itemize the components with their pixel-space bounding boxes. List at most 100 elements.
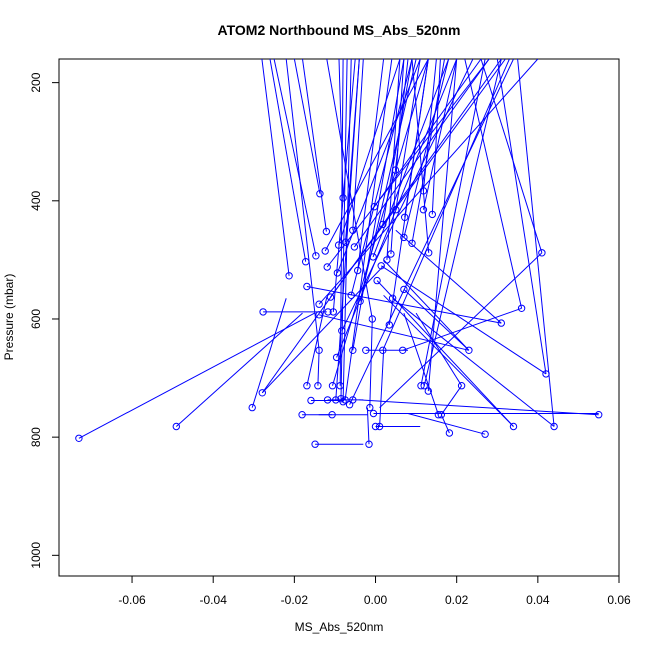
data-segment — [269, 59, 307, 262]
data-point — [298, 411, 306, 419]
plot-frame — [58, 58, 620, 577]
x-axis: -0.06 -0.04 -0.02 0.00 0.02 0.04 0.06 — [118, 575, 631, 607]
data-point — [354, 266, 362, 275]
data-point — [379, 346, 387, 354]
x-tick-label: 0.04 — [526, 593, 550, 607]
data-segment — [431, 59, 441, 215]
data-point — [349, 226, 357, 235]
data-segment — [359, 59, 417, 302]
chart-title: ATOM2 Northbound MS_Abs_520nm — [218, 22, 461, 38]
data-point — [338, 327, 346, 335]
data-point — [326, 293, 335, 301]
data-segment — [422, 59, 437, 191]
data-point — [417, 382, 425, 390]
data-point — [315, 311, 323, 319]
data-segment — [411, 59, 430, 253]
data-point — [375, 422, 384, 431]
data-point — [371, 422, 380, 431]
data-segment — [379, 252, 543, 408]
data-segment — [369, 318, 373, 408]
data-point — [424, 387, 432, 395]
data-points — [75, 166, 603, 448]
data-segment — [285, 59, 320, 351]
data-point — [497, 319, 505, 327]
data-point — [349, 346, 357, 354]
data-point — [341, 396, 349, 404]
data-point — [315, 300, 323, 308]
data-point — [419, 206, 428, 214]
data-segment — [423, 59, 502, 386]
data-point — [312, 252, 320, 260]
data-segment — [420, 59, 486, 386]
data-segment — [251, 298, 287, 408]
y-axis-label: Pressure (mbar) — [2, 274, 16, 361]
y-tick-label: 200 — [29, 72, 43, 92]
data-segment — [403, 289, 470, 351]
data-segment — [407, 413, 486, 435]
data-segment — [261, 59, 502, 394]
data-point — [385, 321, 393, 329]
data-segment — [345, 59, 360, 243]
data-segment — [338, 59, 344, 198]
data-point — [388, 294, 397, 302]
data-segment — [379, 350, 385, 427]
data-segment — [350, 59, 413, 296]
data-point — [248, 403, 256, 412]
data-segment — [376, 280, 514, 427]
data-point — [368, 315, 376, 323]
data-point — [369, 253, 377, 261]
data-point — [420, 382, 428, 390]
data-point — [321, 247, 329, 255]
data-point — [392, 206, 400, 214]
data-point — [328, 382, 337, 390]
data-segment — [359, 399, 599, 416]
data-point — [315, 346, 323, 354]
data-segment — [352, 59, 364, 231]
data-point — [324, 308, 332, 316]
data-segment — [380, 265, 547, 375]
data-point — [356, 297, 364, 305]
data-point — [428, 210, 436, 219]
data-point — [172, 422, 181, 431]
x-tick-label: 0.02 — [445, 593, 469, 607]
data-point — [316, 190, 324, 198]
data-point — [370, 203, 378, 211]
data-point — [538, 249, 546, 257]
y-tick-label: 600 — [29, 309, 43, 329]
data-segments — [78, 59, 599, 445]
data-point — [334, 241, 343, 249]
data-point — [339, 194, 347, 202]
y-axis: 200 400 600 800 1000 — [29, 72, 60, 569]
data-segment — [302, 59, 327, 232]
data-point — [377, 262, 385, 270]
data-segment — [326, 59, 373, 320]
data-segment — [317, 350, 320, 386]
data-point — [399, 346, 407, 354]
data-point — [419, 187, 428, 195]
data-point — [333, 269, 342, 277]
data-point — [465, 346, 473, 354]
data-segment — [440, 385, 463, 415]
data-point — [369, 409, 378, 418]
data-segment — [386, 59, 401, 260]
data-segment — [403, 59, 450, 238]
data-segment — [366, 407, 370, 445]
data-segment — [480, 59, 543, 253]
data-point — [373, 276, 381, 285]
data-segment — [326, 59, 490, 268]
data-point — [259, 308, 267, 316]
data-segment — [293, 59, 321, 194]
data-segment — [342, 59, 352, 402]
data-point — [408, 239, 416, 248]
data-point — [75, 434, 83, 442]
data-point — [303, 382, 311, 390]
y-tick-label: 400 — [29, 190, 43, 210]
data-point — [323, 263, 331, 271]
data-point — [332, 396, 340, 404]
data-point — [365, 440, 373, 448]
data-segment — [306, 286, 502, 324]
data-point — [391, 166, 400, 174]
data-segment — [422, 59, 458, 210]
plot-area — [58, 58, 620, 577]
